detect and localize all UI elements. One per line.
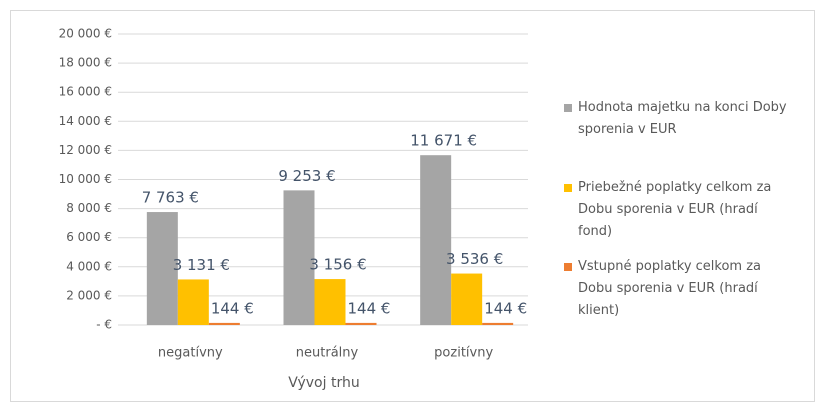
y-tick-label: 18 000 € <box>59 56 112 70</box>
data-label: 11 671 € <box>410 132 477 150</box>
legend-label: Hodnota majetku na konci Doby sporenia v… <box>578 100 787 137</box>
y-tick-label: 14 000 € <box>59 114 112 128</box>
bar <box>208 322 240 325</box>
data-label: 144 € <box>484 299 527 317</box>
y-tick-label: 20 000 € <box>59 27 112 41</box>
y-tick-label: 8 000 € <box>66 201 112 215</box>
bar <box>345 322 377 325</box>
legend-item: Hodnota majetku na konci Doby sporenia v… <box>564 97 789 141</box>
x-axis-title: Vývoj trhu <box>288 375 359 391</box>
bar <box>177 279 209 325</box>
legend-item: Vstupné poplatky celkom za Dobu sporenia… <box>564 256 789 322</box>
bar <box>314 279 346 325</box>
y-tick-label: 12 000 € <box>59 143 112 157</box>
chart-border <box>10 10 815 402</box>
legend-label: Vstupné poplatky celkom za Dobu sporenia… <box>578 259 762 318</box>
y-tick-label: 4 000 € <box>66 259 112 273</box>
bar <box>451 273 483 325</box>
legend-swatch <box>564 104 572 112</box>
data-label: 9 253 € <box>278 167 335 185</box>
data-label: 3 156 € <box>309 256 366 274</box>
data-label: 7 763 € <box>142 189 199 207</box>
y-tick-label: 6 000 € <box>66 230 112 244</box>
x-tick-label: pozitívny <box>434 346 493 361</box>
y-tick-label: 2 000 € <box>66 288 112 302</box>
bar <box>482 322 514 325</box>
legend-swatch <box>564 263 572 271</box>
y-tick-label: - € <box>96 318 112 332</box>
legend-label: Priebežné poplatky celkom za Dobu sporen… <box>578 180 772 239</box>
x-tick-label: neutrálny <box>296 346 359 361</box>
data-label: 144 € <box>348 299 391 317</box>
legend-item: Priebežné poplatky celkom za Dobu sporen… <box>564 177 789 243</box>
bar <box>146 212 178 325</box>
bar <box>283 190 315 325</box>
bar <box>420 155 452 325</box>
x-tick-label: negatívny <box>158 346 223 361</box>
y-tick-label: 16 000 € <box>59 85 112 99</box>
data-label: 3 131 € <box>173 256 230 274</box>
data-label: 3 536 € <box>446 250 503 268</box>
y-tick-label: 10 000 € <box>59 172 112 186</box>
data-label: 144 € <box>211 299 254 317</box>
legend-swatch <box>564 184 572 192</box>
